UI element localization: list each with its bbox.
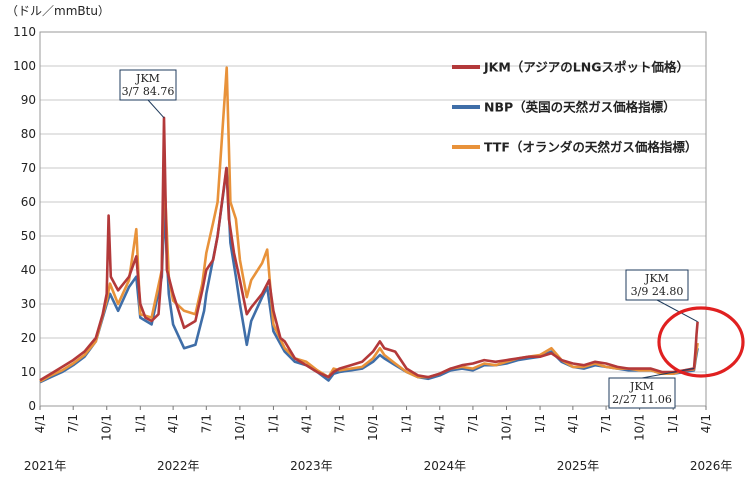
y-tick-label: 80 (21, 127, 36, 141)
x-tick-label: 1/1 (533, 414, 547, 433)
x-tick-label: 10/1 (233, 414, 247, 441)
x-tick-label: 4/1 (299, 414, 313, 433)
annotation-value: 2/27 11.06 (612, 393, 672, 406)
annotation-leader (656, 299, 698, 323)
annotation-title: JKM (629, 380, 654, 393)
x-tick-label: 1/1 (666, 414, 680, 433)
y-tick-label: 0 (28, 399, 36, 413)
x-tick-label: 1/1 (266, 414, 280, 433)
x-tick-label: 7/1 (199, 414, 213, 433)
x-tick-label: 7/1 (332, 414, 346, 433)
year-label: 2022年 (157, 459, 200, 473)
year-label: 2026年 (690, 459, 733, 473)
x-tick-label: 4/1 (33, 414, 47, 433)
x-tick-label: 10/1 (100, 414, 114, 441)
x-tick-label: 1/1 (133, 414, 147, 433)
annotation-title: JKM (135, 72, 160, 85)
series-line-2 (39, 66, 699, 383)
x-tick-label: 4/1 (166, 414, 180, 433)
x-tick-label: 4/1 (433, 414, 447, 433)
annotation-value: 3/9 24.80 (631, 285, 684, 298)
y-tick-label: 10 (21, 365, 36, 379)
y-tick-label: 20 (21, 331, 36, 345)
x-tick-label: 10/1 (499, 414, 513, 441)
y-tick-label: 100 (13, 59, 36, 73)
legend-label: NBP（英国の天然ガス価格指標） (484, 100, 676, 115)
x-tick-label: 10/1 (633, 414, 647, 441)
year-label: 2025年 (557, 459, 600, 473)
x-tick-label: 4/1 (566, 414, 580, 433)
x-tick-label: 10/1 (366, 414, 380, 441)
y-tick-label: 40 (21, 263, 36, 277)
y-tick-label: 70 (21, 161, 36, 175)
annotation-title: JKM (644, 272, 669, 285)
legend-label: TTF（オランダの天然ガス価格指標） (484, 140, 697, 155)
year-label: 2023年 (290, 459, 333, 473)
y-tick-label: 110 (13, 25, 36, 39)
y-tick-label: 90 (21, 93, 36, 107)
annotation-box (625, 269, 689, 301)
y-tick-label: 50 (21, 229, 36, 243)
annotation-box (119, 69, 177, 101)
y-tick-label: 60 (21, 195, 36, 209)
legend-label: JKM（アジアのLNGスポット価格） (483, 60, 689, 75)
axes (39, 31, 707, 410)
annotation-leader (641, 367, 695, 379)
series-line-0 (39, 116, 699, 382)
series-lines (39, 66, 699, 384)
legend: JKM（アジアのLNGスポット価格） NBP（英国の天然ガス価格指標） TTF（オラ… (452, 60, 697, 155)
annotation-value: 3/7 84.76 (122, 85, 175, 98)
x-tick-label: 4/1 (699, 414, 713, 433)
x-tick-label: 7/1 (466, 414, 480, 433)
x-tick-label: 7/1 (599, 414, 613, 433)
x-tick-label: 1/1 (400, 414, 414, 433)
year-label: 2021年 (24, 459, 67, 473)
annotation-leader (147, 99, 165, 119)
x-tick-label: 7/1 (66, 414, 80, 433)
y-unit-label: （ドル／mmBtu） (6, 4, 110, 18)
annotation-box (608, 377, 676, 409)
y-tick-label: 30 (21, 297, 36, 311)
year-label: 2024年 (424, 459, 467, 473)
highlight-ellipse (657, 306, 745, 378)
tick-labels: 0 10 20 30 40 50 60 70 80 90 100 110 4/1 7/1 10/1 1/1 4/… (13, 25, 732, 473)
